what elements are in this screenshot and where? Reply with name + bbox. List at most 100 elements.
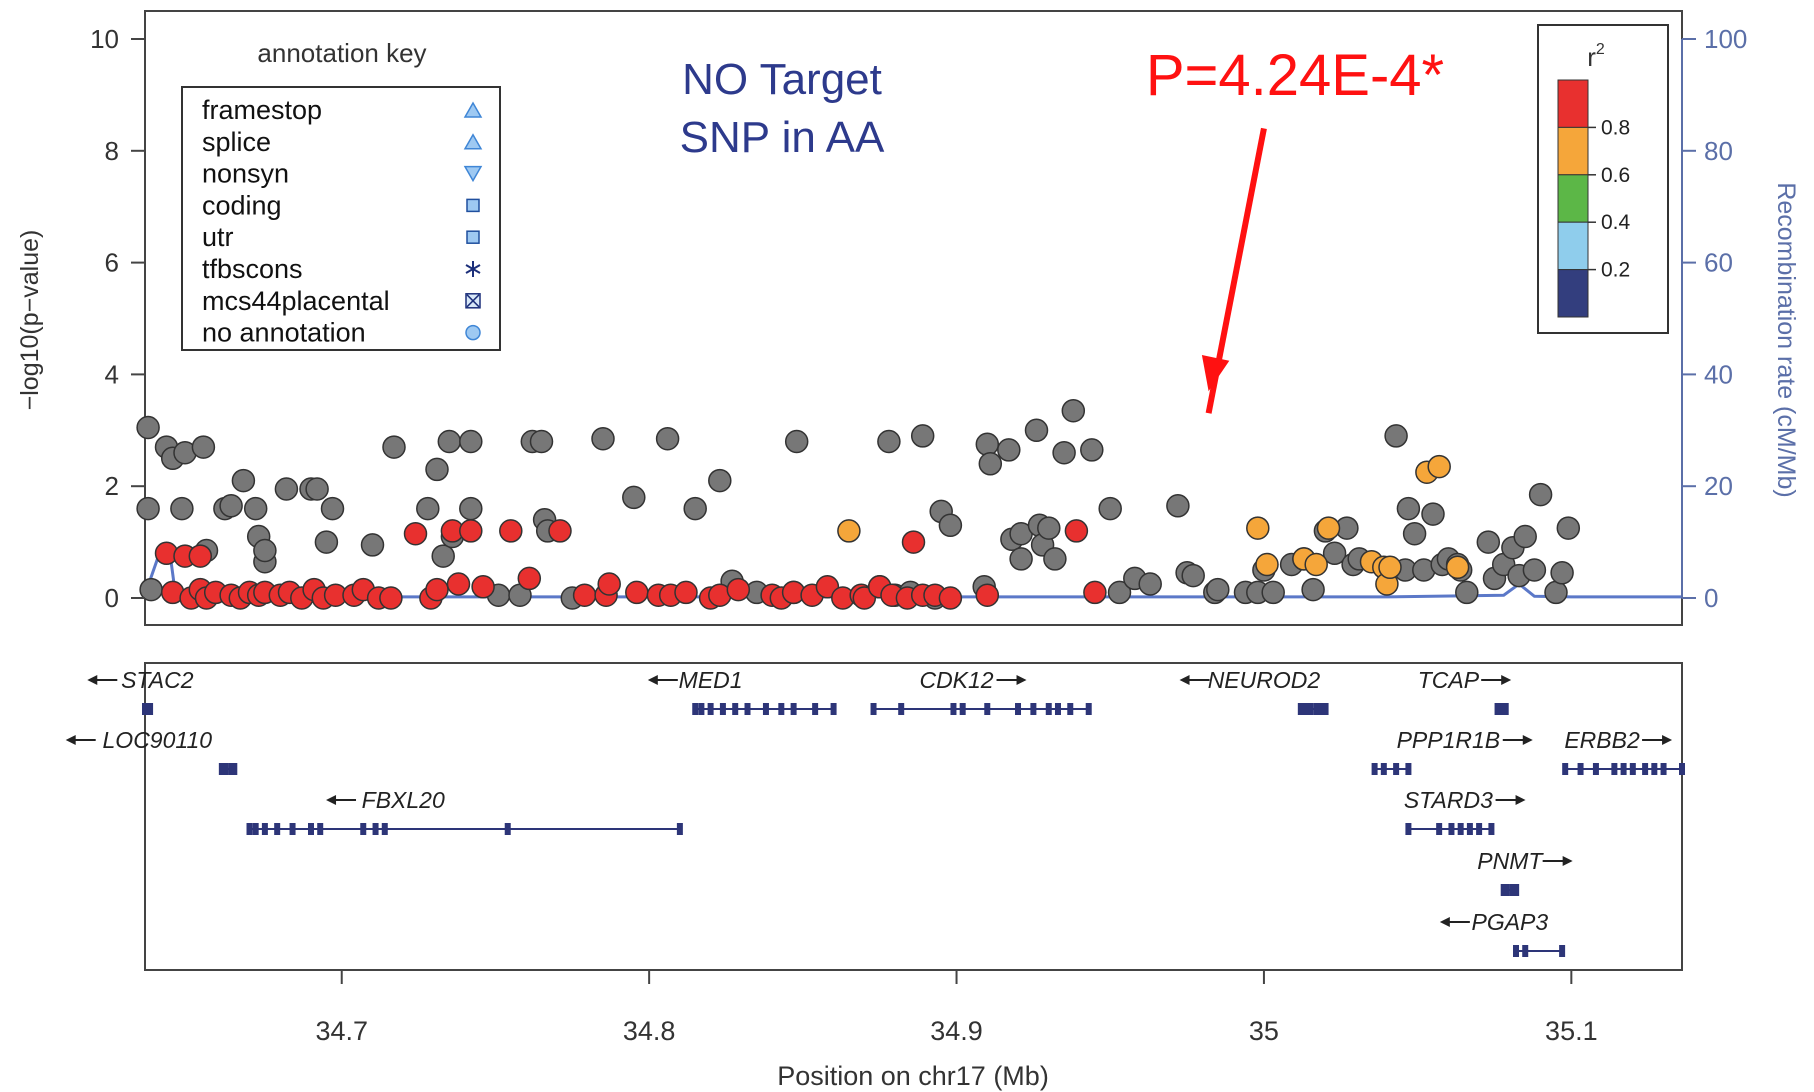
gene-exon bbox=[1015, 703, 1022, 715]
snp-point-gray bbox=[1544, 580, 1568, 605]
snp-points-layer bbox=[136, 398, 1581, 610]
annotation-key-label: framestop bbox=[202, 95, 322, 125]
snp-point-gray bbox=[274, 477, 299, 501]
x-tick-label: 35.1 bbox=[1545, 1016, 1598, 1046]
snp-point-gray bbox=[1166, 494, 1190, 518]
snp-point-red bbox=[1083, 580, 1107, 605]
gene-stard3: STARD3 bbox=[1404, 787, 1526, 835]
snp-point-red bbox=[572, 583, 597, 607]
r2-tick-label: 0.4 bbox=[1601, 211, 1631, 234]
gene-erbb2: ERBB2 bbox=[1562, 727, 1685, 775]
snp-point-gray bbox=[1522, 558, 1547, 582]
snp-point-gray bbox=[191, 435, 216, 459]
y-right-tick-label: 60 bbox=[1704, 248, 1733, 278]
snp-point-gray bbox=[431, 544, 455, 568]
snp-point-gray bbox=[1181, 563, 1205, 588]
snp-point-red bbox=[1064, 519, 1089, 543]
annotation-key-label: no annotation bbox=[202, 318, 366, 348]
annotation-key-label: mcs44placental bbox=[202, 286, 390, 316]
gene-direction-arrowhead bbox=[647, 675, 658, 685]
gene-exon bbox=[1054, 703, 1061, 715]
gene-exon bbox=[504, 823, 511, 835]
snp-point-gray bbox=[1043, 547, 1067, 571]
gene-exon bbox=[950, 703, 957, 715]
x-axis-label: Position on chr17 (Mb) bbox=[777, 1061, 1049, 1091]
snp-point-gray bbox=[1009, 547, 1033, 571]
gene-exon bbox=[830, 703, 837, 715]
snp-point-red bbox=[379, 586, 403, 610]
x-tick-label: 35 bbox=[1249, 1016, 1279, 1046]
snp-point-red bbox=[901, 530, 926, 554]
annotation-key-symbol-triangle-down bbox=[463, 165, 483, 183]
gene-label: MED1 bbox=[679, 667, 743, 693]
gene-track-layer: STAC2 LOC90110 FBXL20 MED1 CDK12 NEUROD2 TCAP P… bbox=[65, 667, 1685, 957]
gene-exon bbox=[790, 703, 797, 715]
gene-exon bbox=[1045, 703, 1052, 715]
gene-exon bbox=[218, 763, 229, 775]
snp-point-gray bbox=[975, 432, 1000, 457]
r2-legend: r2 0.8 0.6 0.4 0.2 bbox=[1537, 24, 1669, 334]
y-right-tick-label: 40 bbox=[1704, 359, 1733, 389]
gene-exon bbox=[812, 703, 819, 715]
snp-point-gray bbox=[416, 496, 440, 521]
gene-label: STARD3 bbox=[1404, 787, 1493, 813]
gene-label: FBXL20 bbox=[362, 787, 445, 813]
annotation-key-symbol-square bbox=[466, 198, 480, 213]
gene-exon bbox=[1509, 884, 1520, 896]
gene-exon bbox=[317, 823, 324, 835]
gene-direction-arrowhead bbox=[1179, 675, 1190, 685]
gene-ppp1r1b: PPP1R1B bbox=[1371, 727, 1533, 775]
snp-point-gray bbox=[1061, 398, 1086, 423]
y-right-tick-label: 100 bbox=[1704, 24, 1747, 54]
annotation-key-legend: annotation key framestopsplicenonsyncodi… bbox=[181, 38, 501, 351]
gene-exon bbox=[984, 703, 991, 715]
gene-direction-arrowhead bbox=[65, 735, 76, 745]
snp-point-gray bbox=[1052, 440, 1076, 465]
annotation-key-symbol-triangle-up bbox=[463, 133, 483, 150]
snp-point-gray bbox=[1080, 438, 1104, 462]
pvalue-annotation: P=4.24E-4* bbox=[1146, 43, 1444, 108]
annotation-key-label: tfbscons bbox=[202, 254, 303, 284]
snp-point-gray bbox=[997, 438, 1021, 462]
gene-exon bbox=[1371, 763, 1378, 775]
snp-point-orange bbox=[1316, 516, 1341, 540]
r2-color-segment bbox=[1557, 269, 1589, 318]
snp-point-orange bbox=[1304, 552, 1328, 577]
snp-point-red bbox=[674, 580, 698, 605]
gene-direction-arrowhead bbox=[1439, 917, 1450, 927]
snp-point-gray bbox=[1206, 577, 1230, 602]
y-axis-left-label: −log10(p−value) bbox=[16, 230, 44, 411]
gene-label: TCAP bbox=[1418, 667, 1480, 693]
gene-label: CDK12 bbox=[919, 667, 993, 693]
snp-point-gray bbox=[1107, 580, 1132, 605]
r2-color-segment bbox=[1557, 174, 1589, 223]
y-right-tick-label: 0 bbox=[1704, 583, 1718, 613]
gene-direction-arrowhead bbox=[1662, 735, 1673, 745]
snp-point-red bbox=[625, 580, 649, 605]
gene-tcap: TCAP bbox=[1418, 667, 1512, 715]
gene-exon bbox=[1393, 763, 1400, 775]
x-tick-label: 34.9 bbox=[930, 1016, 983, 1046]
snp-point-orange bbox=[1378, 555, 1402, 580]
snp-point-gray bbox=[320, 496, 345, 521]
snp-point-gray bbox=[622, 485, 646, 510]
snp-point-gray bbox=[1301, 577, 1325, 602]
gene-exon bbox=[372, 823, 379, 835]
annotation-key-label: utr bbox=[202, 222, 234, 252]
snp-point-gray bbox=[1556, 516, 1581, 540]
snp-point-gray bbox=[1037, 516, 1061, 540]
gene-exon bbox=[1620, 763, 1627, 775]
annotation-key-symbol-boxed-x bbox=[465, 293, 481, 309]
y-left-tick-label: 0 bbox=[105, 583, 119, 613]
gene-label: STAC2 bbox=[121, 667, 194, 693]
snp-point-red bbox=[499, 519, 523, 543]
gene-exon bbox=[778, 703, 785, 715]
gene-exon bbox=[228, 763, 238, 775]
y-axis-right-label: Recombination rate (cM/Mb) bbox=[1772, 182, 1800, 497]
snp-point-gray bbox=[1402, 521, 1427, 546]
snp-point-orange bbox=[837, 519, 861, 543]
r2-legend-title: r2 bbox=[1587, 41, 1605, 72]
gene-exon bbox=[1660, 763, 1667, 775]
gene-direction-arrowhead bbox=[1016, 675, 1027, 685]
gene-exon bbox=[1448, 823, 1455, 835]
